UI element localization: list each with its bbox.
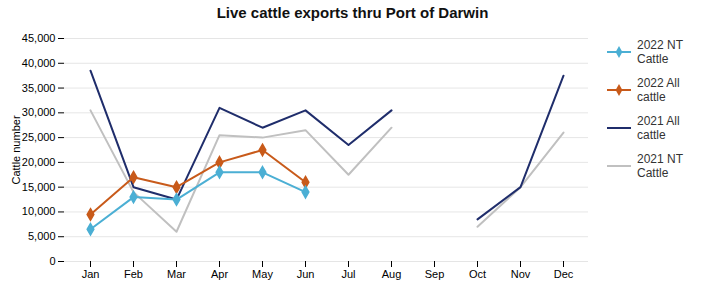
html-text:Live cattle exports thru Port: Live cattle exports thru Port of Darwin: [216, 4, 489, 21]
html-text:2022 NT Cattle: 2022 NT Cattle: [637, 38, 683, 66]
html-text:2021 All cattle: 2021 All cattle: [637, 114, 680, 142]
svg-text:Dec: Dec: [554, 268, 574, 280]
svg-text:Oct: Oct: [469, 268, 486, 280]
svg-text:45,000: 45,000: [22, 32, 56, 44]
html-text:2021 NT Cattle: 2021 NT Cattle: [637, 152, 683, 180]
svg-text:35,000: 35,000: [22, 82, 56, 94]
svg-text:Aug: Aug: [382, 268, 402, 280]
svg-text:Apr: Apr: [211, 268, 228, 280]
svg-text:Sep: Sep: [425, 268, 445, 280]
svg-text:Mar: Mar: [167, 268, 186, 280]
svg-text:Feb: Feb: [124, 268, 143, 280]
svg-text:30,000: 30,000: [22, 106, 56, 118]
svg-text:Jun: Jun: [297, 268, 315, 280]
svg-text:20,000: 20,000: [22, 156, 56, 168]
svg-text:Cattle number: Cattle number: [10, 115, 22, 184]
svg-text:25,000: 25,000: [22, 131, 56, 143]
svg-text:40,000: 40,000: [22, 57, 56, 69]
svg-text:10,000: 10,000: [22, 205, 56, 217]
svg-text:Nov: Nov: [511, 268, 531, 280]
svg-text:15,000: 15,000: [22, 181, 56, 193]
svg-text:Jul: Jul: [341, 268, 355, 280]
html-text:2022 All cattle: 2022 All cattle: [637, 76, 680, 104]
svg-text:0: 0: [49, 255, 55, 267]
svg-text:Jan: Jan: [82, 268, 100, 280]
svg-text:May: May: [252, 268, 273, 280]
svg-text:5,000: 5,000: [28, 230, 56, 242]
